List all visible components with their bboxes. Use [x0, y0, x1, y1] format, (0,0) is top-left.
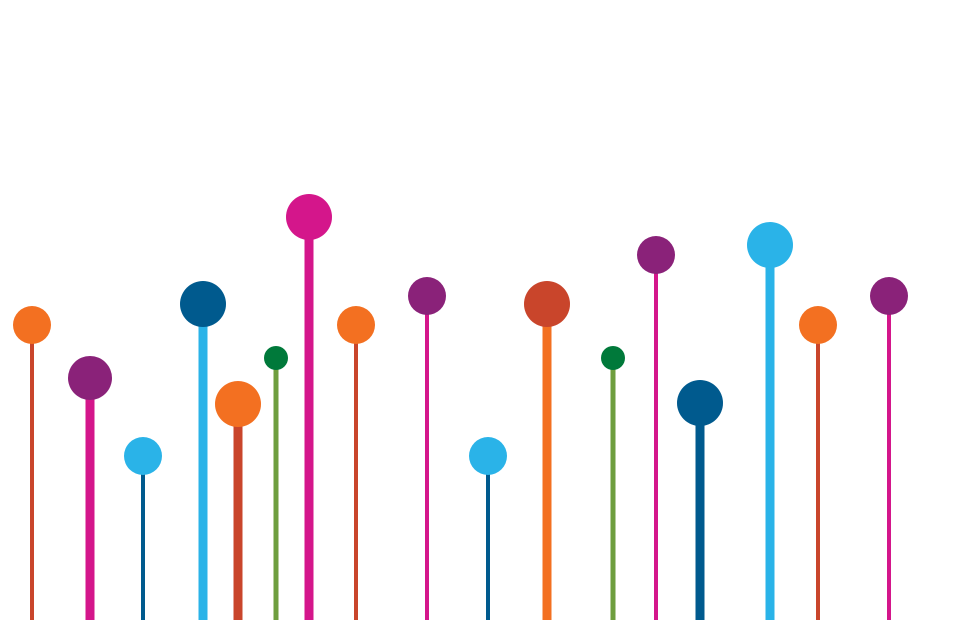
pin-1-head	[13, 306, 51, 344]
pin-11	[524, 281, 570, 620]
pin-10-head	[469, 437, 507, 475]
pin-8-stem	[354, 325, 358, 620]
pin-14-stem	[695, 403, 705, 620]
pin-9-head	[408, 277, 446, 315]
pin-11-stem	[542, 304, 552, 620]
pin-5	[215, 381, 261, 620]
pin-7-head	[286, 194, 332, 240]
pin-1-stem	[30, 325, 34, 620]
pin-7	[286, 194, 332, 620]
pin-3-head	[124, 437, 162, 475]
pin-9-stem	[425, 296, 429, 620]
pin-7-stem	[304, 217, 314, 620]
pin-15-stem	[765, 245, 775, 620]
pin-8	[337, 306, 375, 620]
pin-4-stem	[198, 304, 208, 620]
pin-13-head	[637, 236, 675, 274]
pin-14	[677, 380, 723, 620]
pin-16	[799, 306, 837, 620]
pin-17	[870, 277, 908, 620]
pin-3	[124, 437, 162, 620]
pin-15	[747, 222, 793, 620]
pin-2-head	[68, 356, 112, 400]
pin-10	[469, 437, 507, 620]
pin-8-head	[337, 306, 375, 344]
pin-5-stem	[233, 404, 243, 620]
pin-14-head	[677, 380, 723, 426]
pin-12-head	[601, 346, 625, 370]
pin-2	[68, 356, 112, 620]
pin-11-head	[524, 281, 570, 327]
pin-15-head	[747, 222, 793, 268]
pin-2-stem	[85, 378, 95, 620]
pin-3-stem	[141, 456, 145, 620]
pin-16-stem	[816, 325, 820, 620]
pin-13	[637, 236, 675, 620]
pin-10-stem	[486, 456, 490, 620]
pin-17-head	[870, 277, 908, 315]
pin-12	[601, 346, 625, 620]
pin-5-head	[215, 381, 261, 427]
pin-9	[408, 277, 446, 620]
pin-6-head	[264, 346, 288, 370]
pin-6-stem	[273, 358, 279, 620]
pin-12-stem	[610, 358, 616, 620]
pin-13-stem	[654, 255, 658, 620]
pin-6	[264, 346, 288, 620]
pin-1	[13, 306, 51, 620]
pin-17-stem	[887, 296, 891, 620]
pin-4-head	[180, 281, 226, 327]
pin-4	[180, 281, 226, 620]
pin-16-head	[799, 306, 837, 344]
